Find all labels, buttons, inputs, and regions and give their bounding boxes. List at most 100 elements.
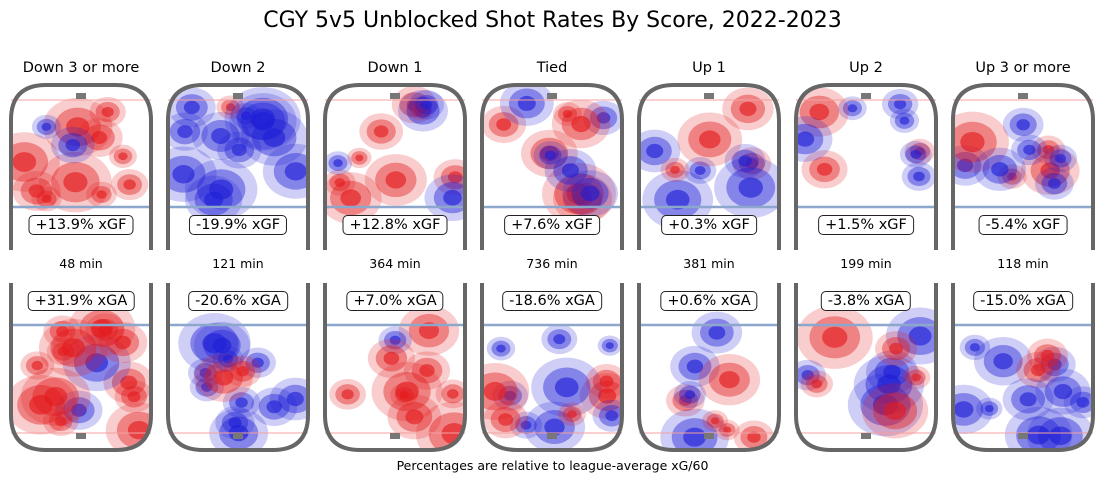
hot-zone: [496, 118, 512, 131]
cold-zone: [877, 374, 901, 395]
hot-zone: [334, 178, 346, 187]
cold-zone: [883, 364, 901, 380]
xgf-badge: -19.9% xGF: [188, 215, 288, 235]
cold-zone: [262, 128, 286, 147]
hot-zone: [1007, 172, 1017, 181]
score-state-column: Tied +7.6% xGF 736 min -18.6% xGA: [479, 0, 625, 481]
offense-rink-panel: -19.9% xGF: [165, 82, 311, 250]
hot-zone: [114, 335, 131, 350]
score-state-label: Down 1: [367, 60, 423, 76]
score-state-column: Down 2 -19.9% xGF 121 min -20.6% xGA: [165, 0, 311, 481]
cold-zone: [686, 359, 704, 374]
cold-zone: [201, 382, 213, 392]
cold-zone: [894, 99, 907, 110]
hot-zone: [120, 375, 138, 390]
cold-zone: [235, 397, 248, 408]
xga-badge: -18.6% xGA: [502, 291, 602, 311]
cold-zone: [993, 353, 1013, 370]
cold-zone: [984, 404, 994, 413]
cold-zone: [796, 131, 815, 147]
hot-zone: [63, 172, 88, 193]
cold-zone: [913, 171, 925, 182]
hot-zone: [383, 351, 400, 365]
cold-zone: [953, 401, 974, 418]
time-on-ice-label: 364 min: [369, 256, 421, 271]
cold-zone: [596, 112, 611, 124]
xgf-badge: +0.3% xGF: [661, 215, 757, 235]
cold-zone: [204, 191, 224, 208]
hot-zone: [418, 322, 440, 340]
cold-zone: [177, 125, 193, 138]
cold-zone: [554, 377, 579, 398]
hot-zone: [56, 326, 70, 337]
cold-zone: [801, 370, 814, 381]
cold-zone: [284, 162, 307, 181]
rink-boards: [794, 83, 938, 250]
hot-zone: [960, 131, 985, 153]
xgf-badge: +7.6% xGF: [504, 215, 600, 235]
score-state-label: Up 1: [692, 60, 726, 76]
hot-zone: [498, 413, 514, 426]
cold-zone: [231, 143, 247, 157]
hot-zone: [118, 152, 128, 161]
hot-zone: [598, 388, 617, 404]
cold-zone: [333, 159, 343, 168]
heatmap-contours: [796, 283, 936, 450]
hot-zone: [236, 366, 249, 377]
goal-net: [704, 93, 714, 99]
score-state-column: Up 1 +0.3% xGF 381 min +0.6% xGA: [636, 0, 782, 481]
cold-zone: [71, 403, 87, 417]
xga-badge: +0.6% xGA: [660, 291, 758, 311]
hot-zone: [571, 115, 591, 133]
cold-zone: [561, 163, 580, 178]
rink-boards: [951, 83, 1095, 250]
xga-badge: +7.0% xGA: [346, 291, 444, 311]
hot-zone: [719, 371, 740, 389]
rink-boards: [166, 83, 310, 250]
score-state-label: Down 2: [210, 60, 266, 76]
goal-net: [547, 433, 557, 439]
offense-rink-panel: +0.3% xGF: [636, 82, 782, 250]
hot-zone: [567, 410, 577, 419]
cold-zone: [389, 335, 401, 345]
defense-rink-panel: -15.0% xGA: [950, 283, 1096, 453]
hot-zone: [884, 401, 907, 420]
goal-net: [76, 433, 86, 439]
score-state-column: Down 3 or more +13.9% xGF 48 min +31.9% xGA: [8, 0, 154, 481]
hot-zone: [822, 326, 848, 348]
goal-net: [390, 93, 400, 99]
cold-zone: [249, 108, 276, 130]
cold-zone: [199, 368, 212, 378]
cold-zone: [908, 326, 932, 346]
cold-zone: [1023, 144, 1036, 155]
score-state-label: Up 2: [849, 60, 883, 76]
cold-zone: [1049, 426, 1072, 446]
goal-net: [861, 433, 871, 439]
hot-zone: [599, 375, 614, 388]
hot-zone: [399, 391, 409, 399]
cold-zone: [183, 100, 200, 115]
hot-zone: [127, 420, 150, 440]
hot-zone: [811, 379, 823, 389]
hot-zone: [710, 417, 720, 425]
hot-zone: [225, 103, 236, 112]
cold-zone: [172, 164, 195, 184]
hot-zone: [747, 431, 761, 443]
score-state-label: Down 3 or more: [22, 60, 140, 76]
defense-heatmap: [166, 283, 310, 452]
cold-zone: [738, 177, 763, 198]
cold-zone: [420, 99, 433, 110]
hot-zone: [447, 171, 463, 184]
xga-badge: -15.0% xGA: [973, 291, 1073, 311]
offense-rink-panel: +13.9% xGF: [8, 82, 154, 250]
rink-boards: [323, 283, 467, 452]
goal-net: [233, 433, 243, 439]
hot-zone: [670, 165, 680, 174]
goal-net: [390, 433, 400, 439]
hot-zone: [739, 101, 757, 116]
cold-zone: [910, 149, 922, 159]
defense-rink-panel: -20.6% xGA: [165, 283, 311, 453]
hot-zone: [405, 409, 424, 425]
hot-zone: [41, 194, 52, 204]
cold-zone: [1055, 153, 1067, 164]
